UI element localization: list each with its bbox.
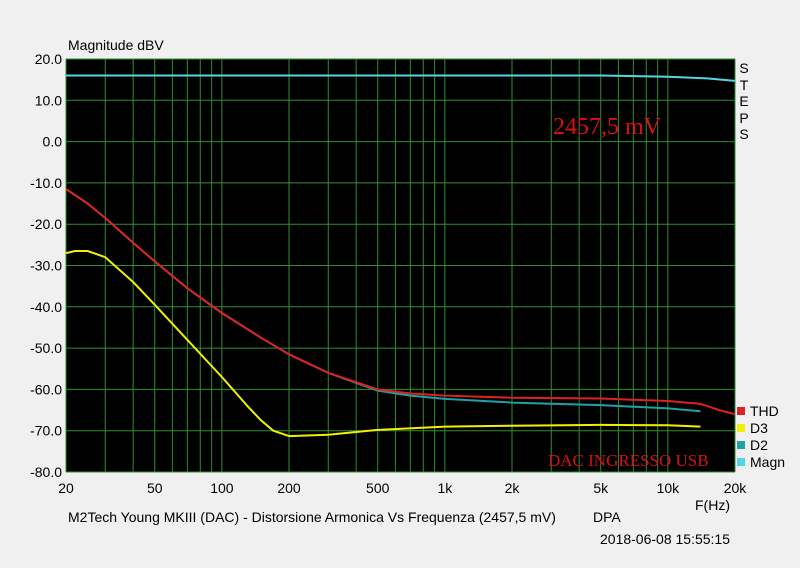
y-tick-label: -30.0 (30, 258, 62, 274)
legend-swatch (737, 407, 745, 415)
x-tick-labels: 20 50 100 200 500 1k 2k 5k 10k 20k (58, 480, 747, 496)
chart-tag: DPA (593, 509, 621, 525)
x-tick-label: 5k (593, 480, 609, 496)
legend-label: D3 (750, 420, 768, 436)
x-tick-label: 200 (277, 480, 301, 496)
y-tick-label: -40.0 (30, 299, 62, 315)
y-tick-label: 10.0 (35, 92, 62, 108)
legend-label: Magn (750, 454, 786, 470)
timestamp: 2018-06-08 15:55:15 (600, 531, 730, 547)
y-tick-label: -10.0 (30, 175, 62, 191)
y-tick-label: -60.0 (30, 381, 62, 397)
x-tick-label: 10k (657, 480, 681, 496)
series-group (65, 74, 736, 438)
legend-item-magn: Magn (737, 454, 785, 470)
series-line-thd (65, 188, 736, 416)
y-tick-label: -50.0 (30, 340, 62, 356)
source-annotation: DAC INGRESSO USB (548, 451, 709, 470)
y-tick-label: 0.0 (43, 134, 63, 150)
legend-label: D2 (750, 437, 768, 453)
x-tick-label: 20 (58, 480, 74, 496)
y-tick-label: -70.0 (30, 423, 62, 439)
legend-swatch (737, 458, 745, 466)
legend-swatch (737, 441, 745, 449)
grid (65, 58, 736, 473)
legend-swatch (737, 424, 745, 432)
legend-item-d2: D2 (737, 437, 768, 453)
steps-letter: S (739, 60, 749, 76)
y-tick-label: -80.0 (30, 464, 62, 480)
steps-letter: T (739, 76, 749, 93)
y-tick-label: 20.0 (35, 51, 62, 67)
y-tick-labels: 20.0 10.0 0.0 -10.0 -20.0 -30.0 -40.0 -50.0 -60.… (30, 51, 62, 480)
series-line-d3 (65, 250, 701, 438)
x-tick-label: 500 (366, 480, 390, 496)
x-tick-label: 50 (147, 480, 163, 496)
legend-item-d3: D3 (737, 420, 768, 436)
x-tick-label: 1k (437, 480, 453, 496)
y-axis-label: Magnitude dBV (68, 37, 164, 53)
legend-item-thd: THD (737, 403, 779, 419)
chart-title: M2Tech Young MKIII (DAC) - Distorsione A… (68, 509, 556, 525)
steps-letter: E (739, 93, 749, 109)
steps-letter: S (739, 126, 749, 142)
series-line-magn (66, 74, 736, 82)
x-tick-label: 20k (724, 480, 748, 496)
y-tick-label: -20.0 (30, 216, 62, 232)
legend-label: THD (750, 403, 779, 419)
level-annotation: 2457,5 mV (553, 114, 662, 140)
x-tick-label: 2k (505, 480, 521, 496)
x-axis-label: F(Hz) (695, 497, 730, 513)
x-tick-label: 100 (210, 480, 234, 496)
steps-letter: P (739, 109, 749, 126)
